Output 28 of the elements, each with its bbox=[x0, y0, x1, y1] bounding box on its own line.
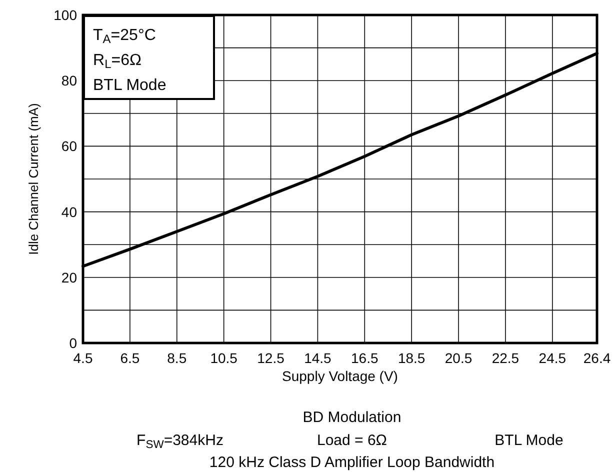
y-tick-label: 20 bbox=[61, 269, 78, 286]
x-tick-label: 18.5 bbox=[398, 350, 426, 366]
text: BTL Mode bbox=[494, 432, 564, 449]
x-tick-label: 4.5 bbox=[73, 350, 93, 366]
annotation: BTL Mode bbox=[93, 77, 166, 94]
x-tick-label: 12.5 bbox=[257, 350, 285, 366]
x-tick-label: 10.5 bbox=[210, 350, 238, 366]
text: BD Modulation bbox=[302, 409, 402, 426]
x-tick-label: 16.5 bbox=[351, 350, 378, 366]
x-tick-label: 26.4 bbox=[583, 350, 611, 366]
x-tick-label: 24.5 bbox=[538, 350, 566, 366]
x-tick-label: 20.5 bbox=[444, 350, 472, 366]
y-tick-label: 60 bbox=[61, 138, 78, 154]
x-tick-label: 8.5 bbox=[167, 350, 187, 366]
x-axis-title: Supply Voltage (V) bbox=[282, 368, 398, 384]
x-tick-label: 14.5 bbox=[304, 350, 332, 366]
x-tick-label: 22.5 bbox=[492, 350, 520, 366]
y-tick-label: 100 bbox=[54, 7, 78, 23]
y-tick-label: 80 bbox=[61, 72, 78, 89]
y-tick-label: 0 bbox=[69, 335, 78, 351]
text: 120 kHz Class D Amplifier Loop Bandwidth bbox=[209, 454, 495, 471]
x-tick-label: 6.5 bbox=[120, 350, 140, 366]
y-tick-label: 40 bbox=[61, 204, 78, 220]
text: Load = 6Ω bbox=[316, 432, 388, 449]
y-axis-title: Idle Channel Current (mA) bbox=[26, 103, 41, 255]
annotation: R$_{L}$=6Ω bbox=[93, 52, 142, 71]
text: F$_{SW}$=384kHz bbox=[136, 432, 224, 451]
annotation: T$_{A}$=25°C bbox=[93, 27, 156, 46]
